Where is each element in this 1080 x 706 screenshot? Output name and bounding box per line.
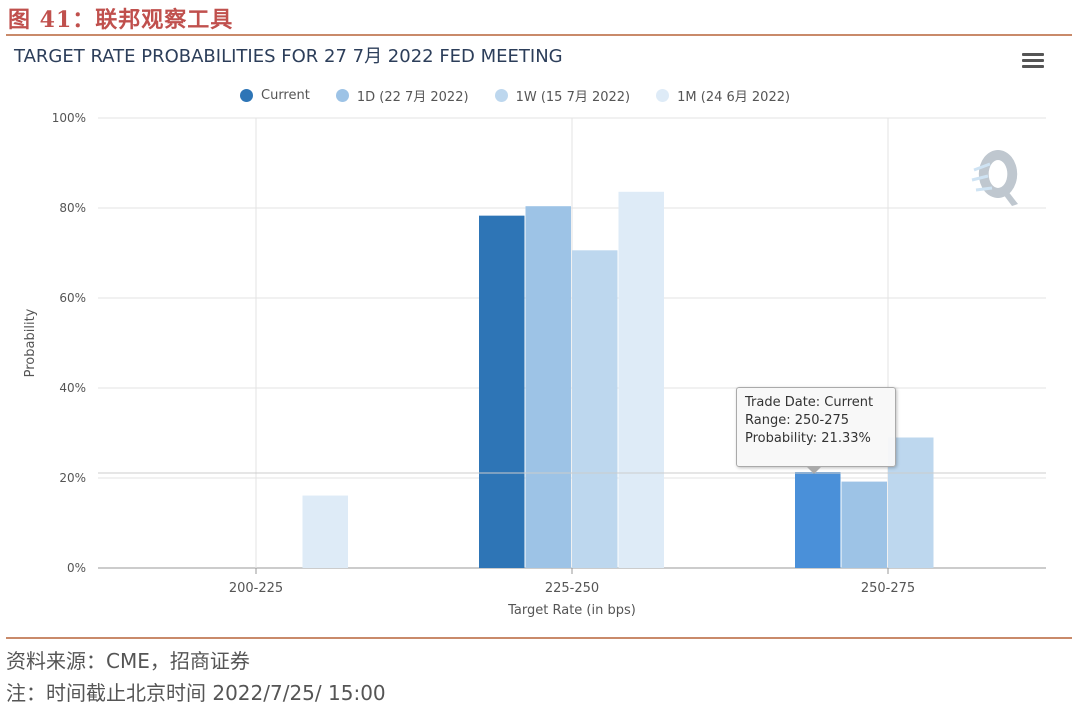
bar-225-250-3 xyxy=(618,191,664,569)
legend-item-2[interactable]: 1W (15 7月 2022) xyxy=(494,86,631,105)
legend-label: 1D (22 7月 2022) xyxy=(356,90,469,105)
source-text: 资料来源：CME，招商证券 xyxy=(6,649,250,673)
bar-225-250-1 xyxy=(525,206,571,568)
y-tick-label: 0% xyxy=(67,561,86,575)
legend-marker xyxy=(494,89,508,102)
bar-200-225-3 xyxy=(302,495,348,568)
x-tick-label: 200-225 xyxy=(229,581,283,596)
legend-item-0[interactable]: Current xyxy=(240,86,310,105)
quikstrike-logo-icon xyxy=(971,150,1018,206)
tooltip-probability: Probability: 21.33% xyxy=(745,431,871,446)
legend-marker xyxy=(656,89,670,102)
tooltip-range: Range: 250-275 xyxy=(745,413,850,428)
bar-225-250-2 xyxy=(572,250,618,569)
bar-250-275-0 xyxy=(795,472,841,568)
y-axis-title: Probability xyxy=(23,308,38,377)
hamburger-menu-icon[interactable] xyxy=(1018,50,1048,72)
figure-title: 图 41：联邦观察工具 xyxy=(8,7,234,33)
y-tick-label: 80% xyxy=(59,201,86,215)
top-divider xyxy=(6,34,1072,36)
legend-item-1[interactable]: 1D (22 7月 2022) xyxy=(335,86,469,105)
legend-label: 1W (15 7月 2022) xyxy=(515,90,631,105)
y-tick-label: 40% xyxy=(59,381,86,395)
bottom-divider xyxy=(6,637,1072,639)
legend-label: Current xyxy=(261,88,310,103)
x-tick-label: 250-275 xyxy=(861,581,915,596)
chart-legend: Current 1D (22 7月 2022) 1W (15 7月 2022) 1M … xyxy=(240,86,840,105)
x-axis-title: Target Rate (in bps) xyxy=(507,603,636,618)
chart-tooltip: Trade Date: Current Range: 250-275 Proba… xyxy=(736,387,896,467)
tooltip-pointer xyxy=(806,466,822,474)
x-tick-label: 225-250 xyxy=(545,581,599,596)
legend-item-3[interactable]: 1M (24 6月 2022) xyxy=(656,86,790,105)
y-tick-label: 20% xyxy=(59,471,86,485)
bar-250-275-1 xyxy=(841,481,887,568)
y-tick-label: 60% xyxy=(59,291,86,305)
y-tick-label: 100% xyxy=(52,111,86,125)
legend-marker xyxy=(335,89,349,102)
legend-marker xyxy=(240,89,253,102)
bar-225-250-0 xyxy=(479,215,525,568)
tooltip-trade-date: Trade Date: Current xyxy=(745,395,874,410)
chart-title: TARGET RATE PROBABILITIES FOR 27 7月 2022… xyxy=(14,46,563,67)
note-text: 注：时间截止北京时间 2022/7/25/ 15:00 xyxy=(6,681,386,705)
legend-label: 1M (24 6月 2022) xyxy=(677,90,791,105)
